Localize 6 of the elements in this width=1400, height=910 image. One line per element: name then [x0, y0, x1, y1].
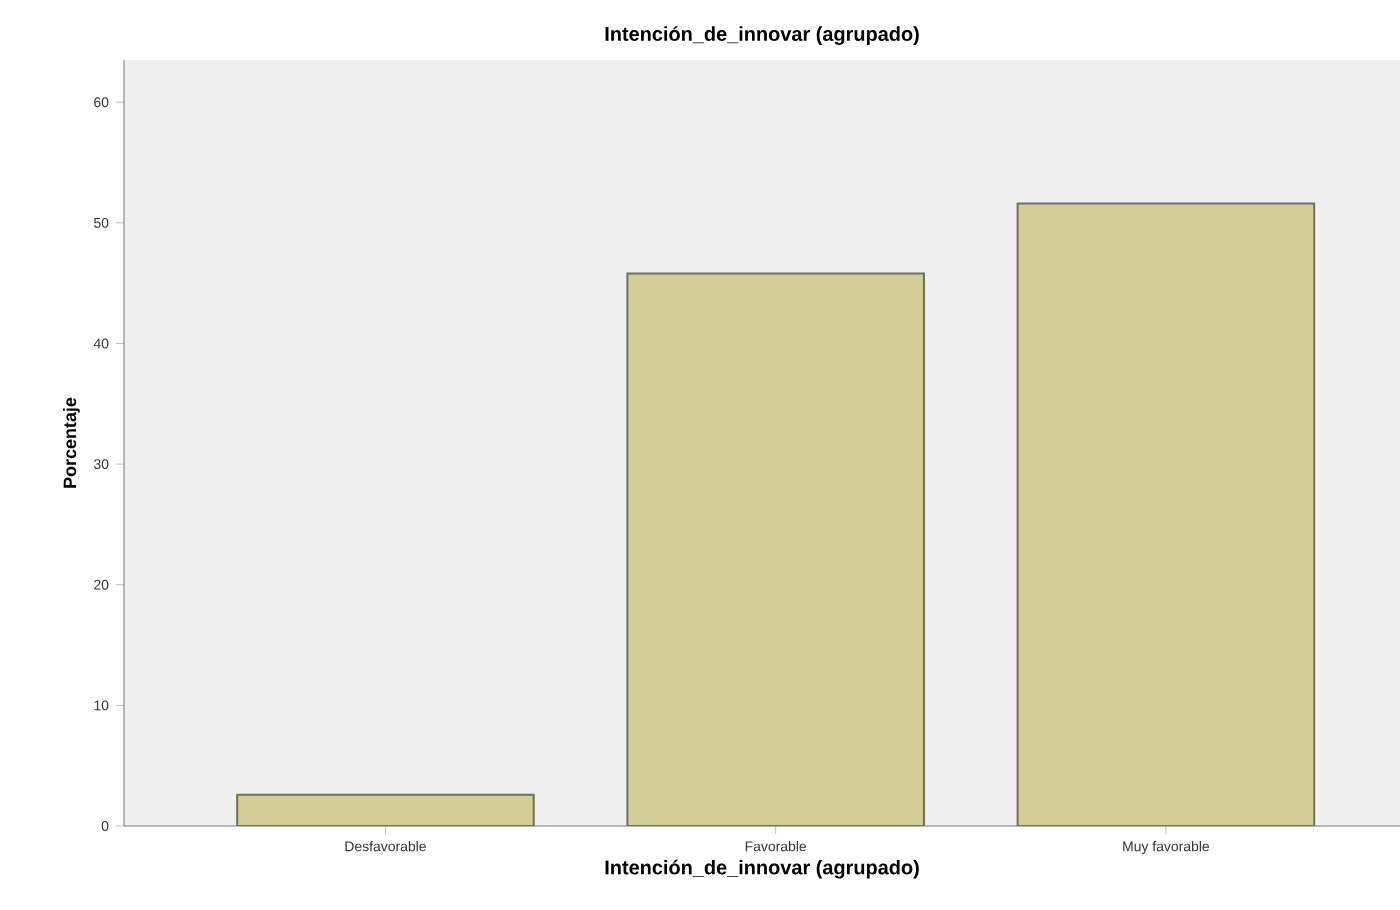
- bar: [236, 793, 535, 826]
- x-axis-title: Intención_de_innovar (agrupado): [605, 859, 919, 879]
- y-axis-title: Porcentaje: [63, 397, 80, 488]
- bar: [626, 272, 925, 826]
- bar: [1016, 202, 1316, 826]
- chart-title: Intención_de_innovar (agrupado): [605, 26, 919, 45]
